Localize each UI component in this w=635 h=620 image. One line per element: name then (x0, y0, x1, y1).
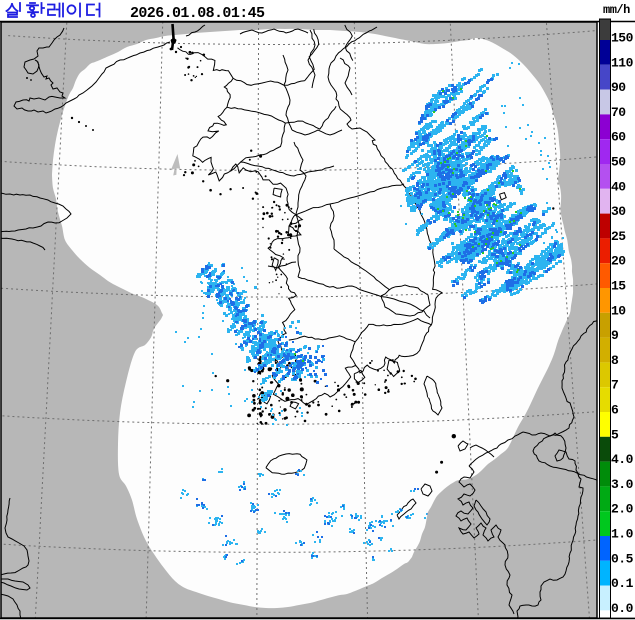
svg-text:3.0: 3.0 (611, 477, 634, 492)
svg-text:2.0: 2.0 (611, 502, 634, 517)
svg-text:30: 30 (611, 204, 626, 219)
svg-text:6: 6 (611, 403, 619, 418)
svg-text:9: 9 (611, 328, 619, 343)
svg-text:4.0: 4.0 (611, 452, 634, 467)
svg-text:150: 150 (611, 31, 634, 46)
svg-text:10: 10 (611, 303, 626, 318)
svg-text:70: 70 (611, 105, 626, 120)
svg-text:5: 5 (611, 427, 619, 442)
svg-text:60: 60 (611, 130, 626, 145)
svg-text:7: 7 (611, 378, 618, 393)
svg-text:8: 8 (611, 353, 619, 368)
svg-text:1.0: 1.0 (611, 527, 634, 542)
svg-text:50: 50 (611, 155, 626, 170)
svg-text:mm/h: mm/h (603, 3, 630, 17)
svg-text:90: 90 (611, 80, 626, 95)
svg-text:0.1: 0.1 (611, 576, 634, 591)
svg-text:20: 20 (611, 254, 626, 269)
svg-text:0.0: 0.0 (611, 601, 634, 616)
svg-text:110: 110 (611, 55, 634, 70)
svg-text:25: 25 (611, 229, 626, 244)
svg-text:40: 40 (611, 179, 626, 194)
svg-text:0.5: 0.5 (611, 551, 634, 566)
svg-text:15: 15 (611, 279, 626, 294)
svg-text:2026.01.08.01:45: 2026.01.08.01:45 (130, 5, 265, 22)
